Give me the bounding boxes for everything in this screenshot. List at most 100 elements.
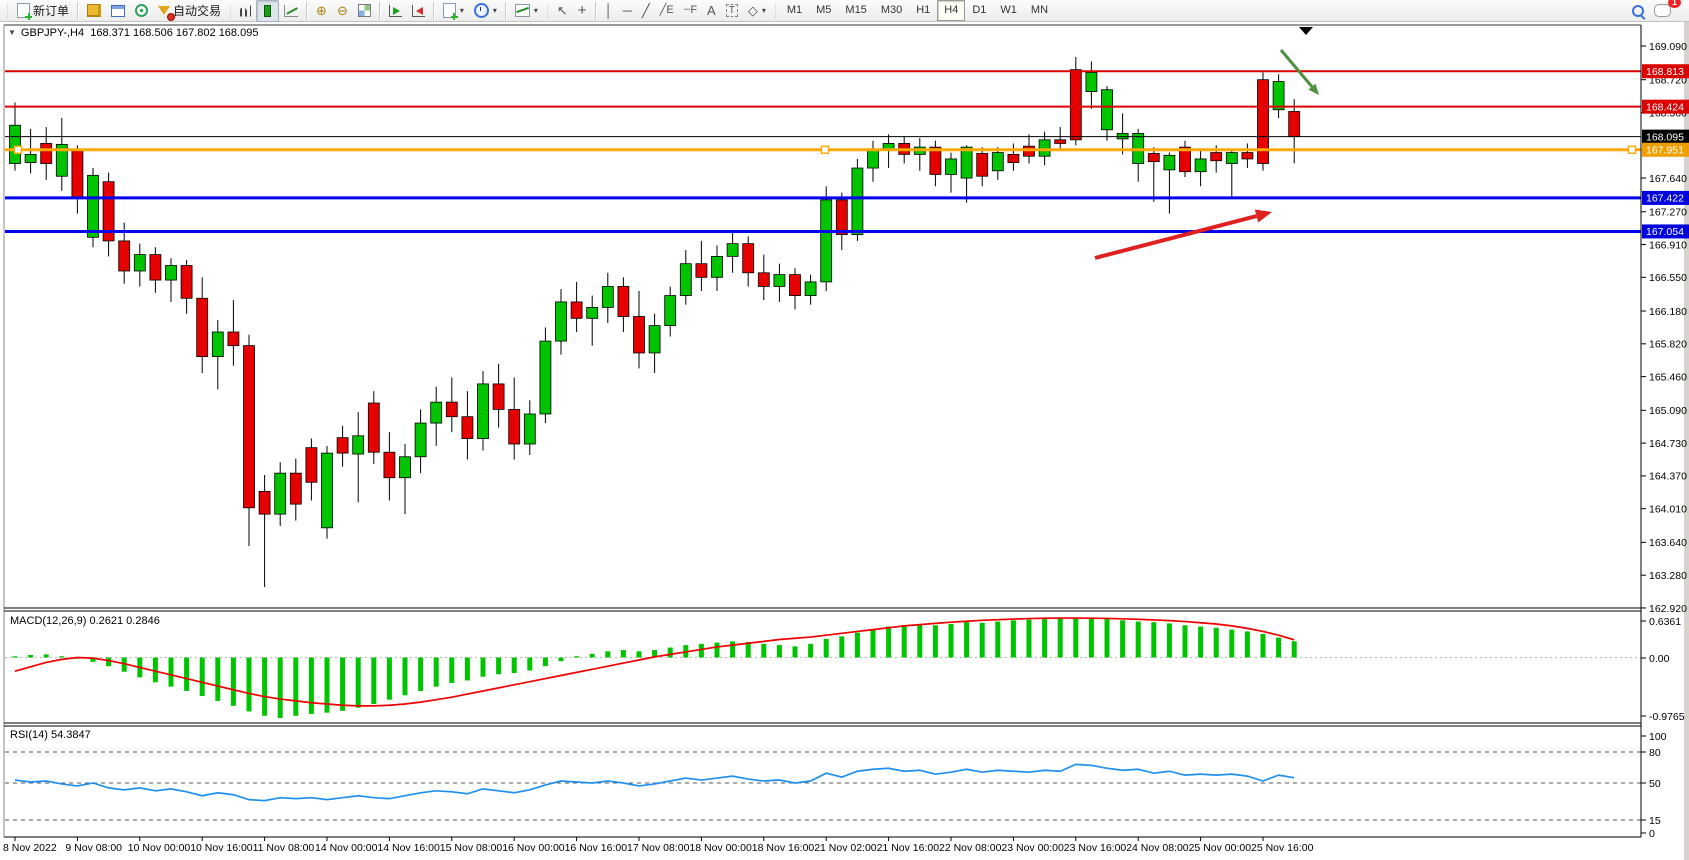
- auto-trading-icon: [158, 6, 176, 21]
- crosshair-icon: +: [577, 2, 587, 19]
- gold-box-button[interactable]: [82, 0, 106, 22]
- timeframe-h1[interactable]: H1: [916, 4, 931, 16]
- indicators-dropdown[interactable]: ▾: [510, 0, 543, 22]
- line-handle: [1627, 145, 1637, 154]
- svg-text:11 Nov 08:00: 11 Nov 08:00: [253, 842, 315, 854]
- signals-button[interactable]: [130, 0, 153, 22]
- timeframe-m5[interactable]: M5: [816, 4, 832, 16]
- timeframe-d1[interactable]: D1: [972, 4, 987, 16]
- notifications-button[interactable]: 1: [1649, 0, 1681, 22]
- clock-icon: [473, 3, 489, 18]
- svg-text:16 Nov 16:00: 16 Nov 16:00: [565, 842, 628, 854]
- timeframe-w1[interactable]: W1: [1000, 4, 1017, 16]
- rsi-line: [14, 763, 1295, 802]
- price-badge: [1642, 142, 1689, 157]
- timeframe-m30[interactable]: M30: [880, 4, 903, 16]
- svg-text:167.270: 167.270: [1649, 207, 1687, 219]
- shapes-icon: ◇: [747, 3, 758, 18]
- auto-scroll-button[interactable]: [384, 0, 407, 22]
- svg-text:168.095: 168.095: [1646, 131, 1684, 143]
- text-label-button[interactable]: T: [721, 0, 743, 22]
- toolbar-separator: [77, 1, 80, 20]
- timeframe-m1[interactable]: M1: [786, 4, 803, 16]
- svg-text:166.910: 166.910: [1649, 239, 1687, 251]
- horizontal-line-button[interactable]: ─: [618, 0, 637, 22]
- svg-text:8 Nov 2022: 8 Nov 2022: [3, 842, 57, 854]
- green-down-arrow: [1308, 83, 1319, 95]
- channel-icon: ╱E: [659, 4, 674, 16]
- price-badge: [1642, 99, 1689, 114]
- svg-text:0.00: 0.00: [1649, 653, 1670, 665]
- svg-text:169.090: 169.090: [1649, 41, 1687, 53]
- candlestick-button[interactable]: [256, 0, 280, 22]
- profiles-dropdown[interactable]: ▾: [469, 0, 502, 22]
- timeframe-m15[interactable]: M15: [845, 4, 867, 16]
- fibonacci-button[interactable]: ┄F: [679, 0, 702, 22]
- window-edge: [1684, 22, 1689, 860]
- svg-text:100: 100: [1649, 731, 1667, 743]
- svg-text:0.6361: 0.6361: [1649, 616, 1681, 628]
- charts-window-button[interactable]: [106, 0, 130, 22]
- crosshair-button[interactable]: +: [573, 0, 592, 22]
- tile-windows-button[interactable]: [353, 0, 376, 22]
- line-chart-button[interactable]: [279, 0, 303, 22]
- dropdown-arrow-icon: ▾: [459, 6, 464, 15]
- toolbar-grip: [228, 2, 234, 19]
- channel-button[interactable]: ╱E: [655, 0, 679, 22]
- price-badge: [1642, 190, 1689, 205]
- zoom-in-button[interactable]: ⊕: [311, 0, 332, 22]
- notification-badge: 1: [1668, 0, 1681, 8]
- vertical-line-button[interactable]: │: [600, 0, 618, 22]
- svg-text:17 Nov 08:00: 17 Nov 08:00: [627, 842, 690, 854]
- svg-text:-0.9765: -0.9765: [1649, 711, 1685, 723]
- dropdown-arrow-icon: ▾: [492, 6, 497, 15]
- search-button[interactable]: [1627, 0, 1649, 22]
- cursor-icon: ↖: [556, 3, 568, 18]
- candles-layer: [9, 56, 1301, 588]
- new-order-icon: [17, 3, 32, 20]
- svg-text:15 Nov 08:00: 15 Nov 08:00: [440, 842, 503, 854]
- chart-title: ▼ GBPJPY-,H4 168.371 168.506 167.802 168.…: [8, 27, 258, 39]
- new-chart-dropdown[interactable]: ▾: [438, 0, 469, 22]
- svg-text:50: 50: [1649, 778, 1661, 790]
- dropdown-arrow-icon: ▾: [761, 6, 766, 15]
- chart-shift-button[interactable]: [407, 0, 430, 22]
- search-icon: [1632, 4, 1644, 17]
- svg-text:0: 0: [1649, 828, 1655, 840]
- new-chart-icon: [442, 3, 458, 20]
- svg-text:167.951: 167.951: [1646, 145, 1684, 157]
- svg-text:164.010: 164.010: [1649, 503, 1687, 515]
- auto-trading-button[interactable]: 自动交易: [153, 0, 226, 22]
- macd-signal-line: [14, 617, 1295, 707]
- svg-text:21 Nov 02:00: 21 Nov 02:00: [814, 842, 877, 854]
- bar-chart-button[interactable]: [235, 0, 256, 22]
- auto-scroll-icon: [388, 4, 402, 17]
- svg-text:165.820: 165.820: [1649, 339, 1687, 351]
- collapse-triangle-icon[interactable]: ▼: [8, 28, 16, 37]
- timeframe-h4[interactable]: H4: [937, 0, 966, 21]
- text-button[interactable]: A: [702, 0, 721, 22]
- chart-shift-marker: [1299, 27, 1313, 35]
- shapes-dropdown[interactable]: ◇ ▾: [743, 0, 771, 22]
- price-badge: [1642, 224, 1689, 239]
- cursor-button[interactable]: ↖: [552, 0, 573, 22]
- svg-text:164.370: 164.370: [1649, 471, 1687, 483]
- horizontal-line-icon: ─: [622, 3, 632, 18]
- price-axis: 169.090168.720168.360167.640167.270166.9…: [1641, 41, 1689, 840]
- toolbar-separator: [504, 1, 507, 20]
- zoom-out-button[interactable]: ⊖: [332, 0, 353, 22]
- symbol-period: GBPJPY-,H4: [20, 27, 85, 39]
- svg-text:165.090: 165.090: [1649, 405, 1687, 417]
- trendline-button[interactable]: ╱: [637, 0, 655, 22]
- svg-text:168.424: 168.424: [1646, 101, 1684, 113]
- line-handle: [13, 145, 23, 154]
- svg-text:165.460: 165.460: [1649, 371, 1687, 383]
- candlestick-icon: [264, 2, 272, 19]
- svg-text:14 Nov 16:00: 14 Nov 16:00: [377, 842, 440, 854]
- price-badge: [1642, 129, 1689, 144]
- new-order-label: 新订单: [33, 4, 70, 18]
- timeframe-mn[interactable]: MN: [1030, 4, 1049, 16]
- new-order-button[interactable]: 新订单: [12, 0, 74, 22]
- chat-bubble-icon: [1654, 4, 1671, 17]
